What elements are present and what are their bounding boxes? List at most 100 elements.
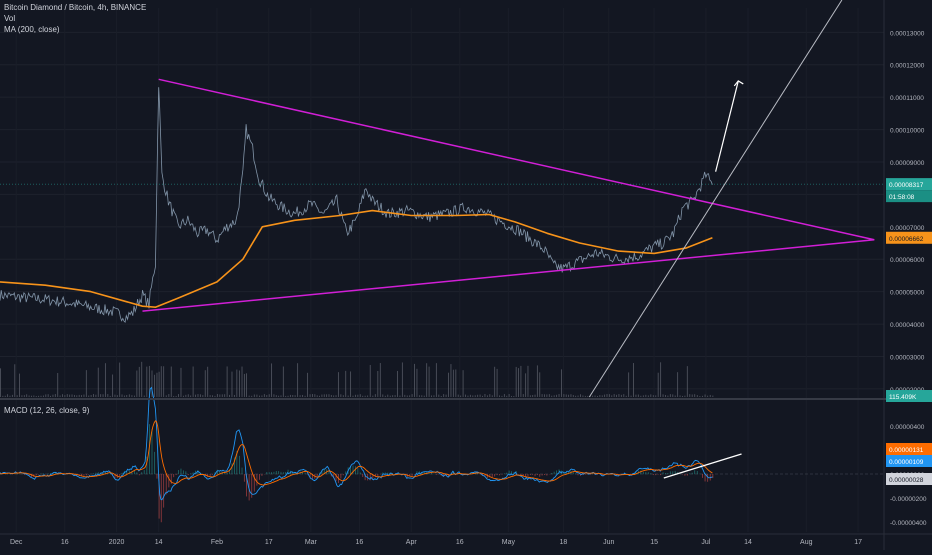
macd-histogram-bar bbox=[152, 429, 153, 474]
volume-bar bbox=[621, 395, 622, 397]
volume-bar bbox=[176, 396, 177, 397]
volume-bar bbox=[321, 395, 322, 397]
volume-bar bbox=[365, 396, 366, 397]
volume-bar bbox=[244, 374, 245, 397]
macd-histogram-bar bbox=[317, 474, 318, 476]
macd-histogram-bar bbox=[653, 474, 654, 475]
volume-bar bbox=[107, 394, 108, 397]
macd-histogram-bar bbox=[278, 471, 279, 474]
ma-legend[interactable]: MA (200, close) bbox=[4, 24, 146, 35]
macd-histogram-bar bbox=[528, 474, 529, 476]
volume-bar bbox=[582, 395, 583, 397]
volume-bar bbox=[95, 395, 96, 397]
volume-value-badge: 115.409K bbox=[886, 390, 932, 402]
macd-title[interactable]: MACD (12, 26, close, 9) bbox=[4, 405, 89, 416]
macd-histogram-bar bbox=[95, 473, 96, 475]
ma-value-badge-label: 0.00006662 bbox=[889, 236, 924, 243]
macd-histogram-bar bbox=[43, 473, 44, 474]
volume-value-badge-label: 115.409K bbox=[889, 394, 917, 401]
volume-bar bbox=[227, 366, 228, 397]
volume-bar bbox=[407, 396, 408, 397]
macd-histogram-bar bbox=[537, 474, 538, 475]
macd-histogram-bar bbox=[259, 474, 260, 480]
volume-bar bbox=[520, 366, 521, 397]
volume-bar bbox=[317, 395, 318, 397]
macd-histogram-bar bbox=[17, 474, 18, 475]
volume-bar bbox=[281, 395, 282, 397]
volume-bar bbox=[60, 395, 61, 397]
y-tick-label: 0.00010000 bbox=[890, 128, 925, 135]
x-tick-label: May bbox=[502, 539, 516, 546]
volume-bar bbox=[269, 394, 270, 397]
volume-bar bbox=[675, 396, 676, 397]
volume-bar bbox=[103, 394, 104, 397]
volume-bar bbox=[159, 372, 160, 397]
volume-bar bbox=[504, 394, 505, 397]
volume-bar bbox=[672, 394, 673, 397]
x-tick-label: Aug bbox=[800, 539, 813, 546]
volume-legend[interactable]: Vol bbox=[4, 13, 146, 24]
macd-histogram-bar bbox=[345, 471, 346, 474]
volume-bar bbox=[146, 367, 147, 397]
volume-bar bbox=[489, 394, 490, 397]
volume-bar bbox=[372, 396, 373, 397]
macd-histogram-bar bbox=[650, 473, 651, 474]
volume-bar bbox=[417, 369, 418, 397]
volume-bar bbox=[324, 394, 325, 397]
volume-bar bbox=[655, 395, 656, 397]
symbol-title[interactable]: Bitcoin Diamond / Bitcoin, 4h, BINANCE bbox=[4, 2, 146, 13]
volume-bar bbox=[402, 362, 403, 397]
volume-bar bbox=[338, 372, 339, 397]
volume-bar bbox=[350, 371, 351, 397]
volume-bar bbox=[472, 395, 473, 397]
volume-bar bbox=[635, 395, 636, 397]
volume-bar bbox=[566, 394, 567, 397]
volume-bar bbox=[511, 396, 512, 397]
volume-bar bbox=[139, 367, 140, 397]
macd-histogram-bar bbox=[699, 474, 700, 475]
volume-bar bbox=[623, 394, 624, 397]
volume-bar bbox=[640, 396, 641, 397]
volume-bar bbox=[14, 364, 15, 397]
volume-bar bbox=[470, 395, 471, 397]
volume-bar bbox=[367, 395, 368, 397]
volume-bar bbox=[382, 394, 383, 397]
volume-bar bbox=[234, 395, 235, 397]
volume-bar bbox=[616, 395, 617, 397]
macd-histogram-bar bbox=[139, 474, 140, 475]
volume-bar bbox=[499, 395, 500, 397]
macd-histogram-bar bbox=[271, 472, 272, 474]
volume-bar bbox=[84, 395, 85, 397]
volume-bar bbox=[362, 396, 363, 397]
volume-bar bbox=[217, 394, 218, 397]
macd-histogram-bar bbox=[329, 471, 330, 474]
macd-histogram-bar bbox=[212, 474, 213, 475]
volume-bar bbox=[64, 395, 65, 397]
volume-bar bbox=[52, 395, 53, 397]
volume-bar bbox=[448, 373, 449, 397]
x-tick-label: 14 bbox=[155, 539, 163, 546]
y-tick-label: 0.00003000 bbox=[890, 354, 925, 361]
volume-bar bbox=[392, 395, 393, 397]
volume-bar bbox=[658, 373, 659, 397]
x-tick-label: 18 bbox=[560, 539, 568, 546]
volume-bar bbox=[343, 395, 344, 397]
volume-bar bbox=[0, 368, 1, 397]
volume-bar bbox=[585, 396, 586, 397]
y-tick-label: 0.00006000 bbox=[890, 257, 925, 264]
volume-bar bbox=[518, 368, 519, 397]
macd-y-tick-label: 0.00000400 bbox=[890, 424, 925, 431]
volume-bar bbox=[171, 367, 172, 397]
volume-bar bbox=[680, 395, 681, 397]
volume-bar bbox=[395, 395, 396, 397]
volume-bar bbox=[69, 395, 70, 397]
volume-bar bbox=[542, 394, 543, 397]
volume-bar bbox=[561, 369, 562, 397]
volume-bar bbox=[400, 396, 401, 397]
macd-histogram-bar bbox=[276, 471, 277, 474]
volume-bar bbox=[597, 396, 598, 397]
volume-bar bbox=[480, 395, 481, 397]
